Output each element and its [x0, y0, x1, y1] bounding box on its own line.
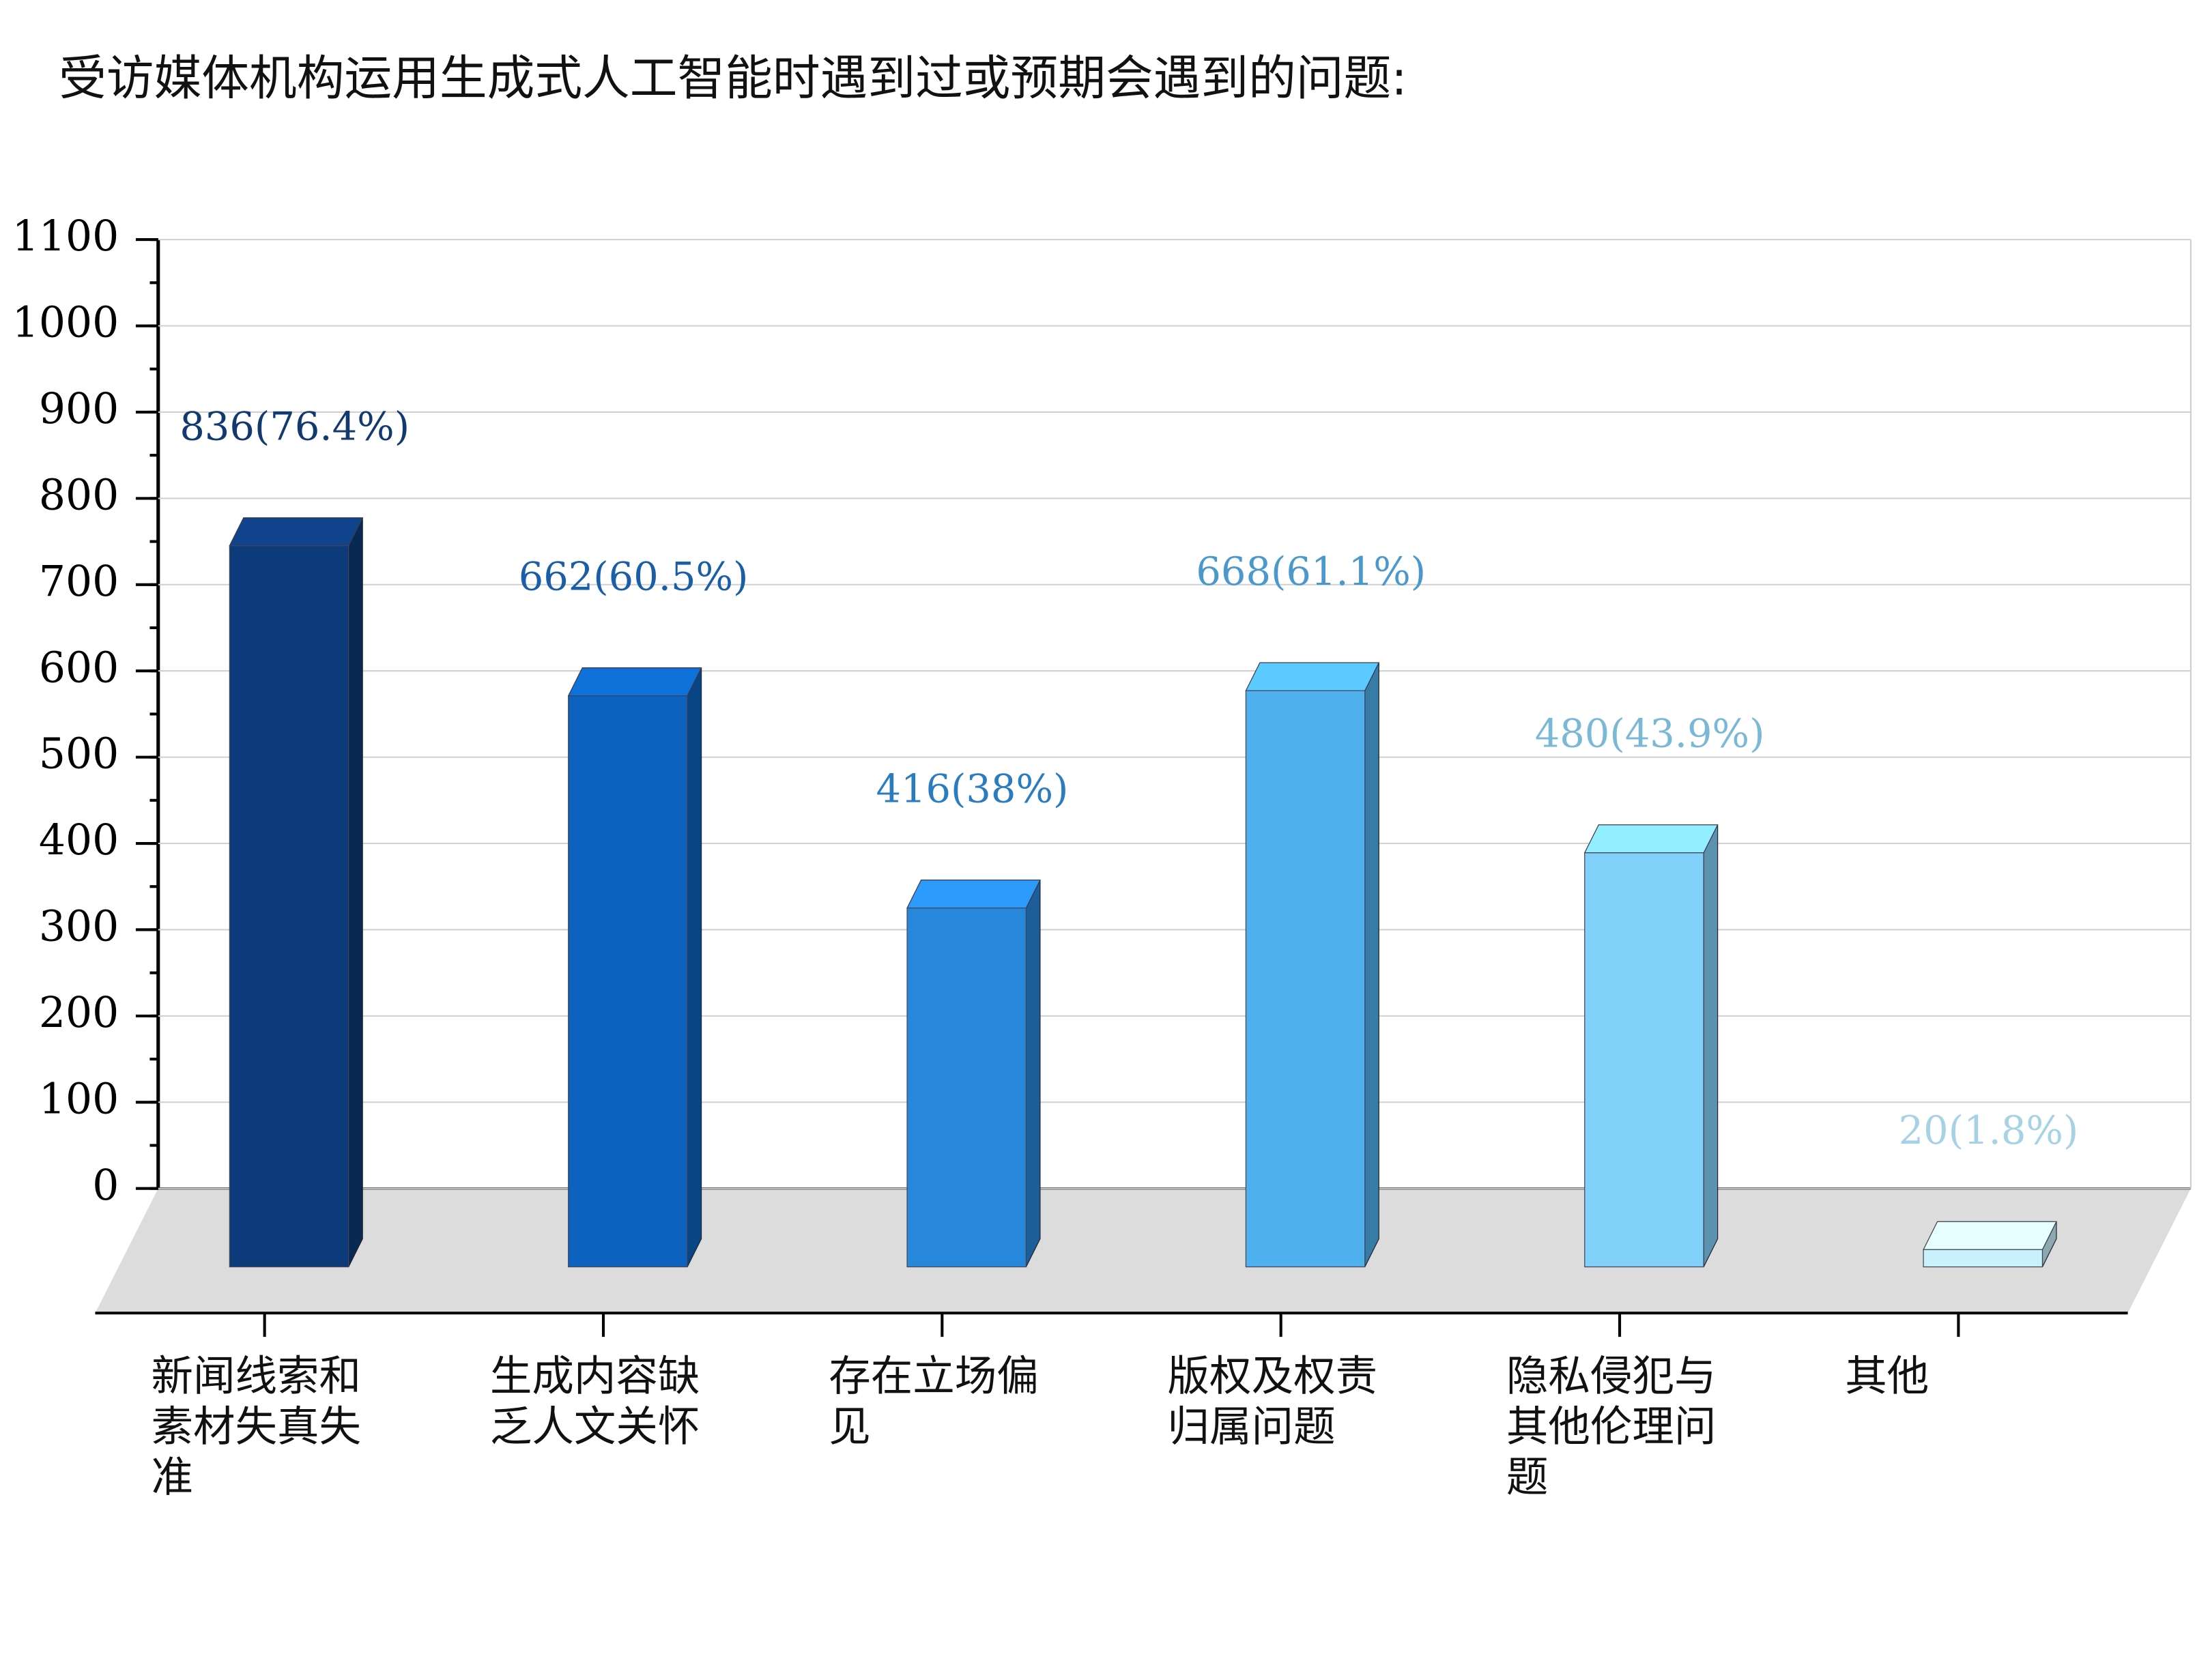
data-label: 20(1.8%): [1899, 1107, 2079, 1153]
x-tick-label-line: 存在立场偏: [829, 1352, 1039, 1401]
x-tick-label-line: 见: [829, 1402, 871, 1451]
bar-side: [687, 667, 702, 1267]
x-tick-label-line: 题: [1506, 1452, 1549, 1501]
data-label: 662(60.5%): [519, 553, 749, 599]
y-tick-label: 100: [39, 1074, 119, 1123]
x-tick-label: 存在立场偏见: [829, 1352, 1039, 1451]
bar: [568, 695, 688, 1268]
floor: [95, 1188, 2191, 1314]
x-tick-label-line: 素材失真失: [152, 1402, 362, 1451]
y-tick-label: 900: [39, 384, 119, 433]
bar: [229, 545, 349, 1268]
bar-side: [348, 517, 363, 1267]
x-tick-label: 版权及权责归属问题: [1168, 1352, 1378, 1451]
data-label: 836(76.4%): [180, 403, 410, 449]
bar-side: [1364, 662, 1379, 1267]
bar-top: [906, 880, 1041, 909]
y-tick-label: 700: [39, 557, 119, 606]
bar: [1584, 852, 1704, 1268]
x-tick-label-line: 隐私侵犯与: [1506, 1352, 1717, 1401]
y-tick-label: 1100: [12, 212, 119, 261]
x-tick-label-line: 准: [152, 1452, 194, 1501]
y-tick-label: 200: [39, 988, 119, 1037]
x-tick-label: 新闻线索和素材失真失准: [152, 1352, 362, 1502]
y-tick-label: 0: [92, 1161, 119, 1210]
x-tick-label: 隐私侵犯与其他伦理问题: [1506, 1352, 1717, 1502]
data-label: 480(43.9%): [1535, 711, 1765, 757]
x-tick-label-line: 归属问题: [1168, 1402, 1336, 1451]
x-tick-label: 其他: [1845, 1352, 1929, 1401]
x-tick-label-line: 新闻线索和: [152, 1352, 362, 1401]
bar-top: [229, 517, 364, 547]
chart-title: 受访媒体机构运用生成式人工智能时遇到过或预期会遇到的问题:: [59, 50, 1407, 106]
bar-side: [1025, 880, 1041, 1267]
bar: [1245, 690, 1366, 1268]
y-tick-label: 400: [39, 815, 119, 865]
x-tick-label-line: 乏人文关怀: [490, 1402, 700, 1451]
y-tick-label: 300: [39, 902, 119, 951]
x-tick-label-line: 其他: [1845, 1352, 1929, 1401]
x-tick-label-line: 版权及权责: [1168, 1352, 1378, 1401]
bar-side: [1703, 824, 1719, 1267]
x-tick-label: 生成内容缺乏人文关怀: [490, 1352, 700, 1451]
bar-top: [1583, 824, 1719, 854]
bar-top: [1245, 662, 1380, 691]
y-tick-label: 600: [39, 643, 119, 692]
y-tick-label: 800: [39, 470, 119, 519]
y-tick-label: 1000: [12, 298, 119, 347]
x-tick-label-line: 其他伦理问: [1506, 1402, 1717, 1451]
y-tick-label: 500: [39, 729, 119, 779]
bar-top: [567, 667, 702, 697]
x-tick-label-line: 生成内容缺: [490, 1352, 700, 1401]
data-label: 668(61.1%): [1196, 549, 1426, 594]
data-label: 416(38%): [876, 766, 1068, 811]
bar: [906, 908, 1027, 1268]
bar-top: [1923, 1221, 2057, 1250]
bar: [1923, 1249, 2043, 1268]
